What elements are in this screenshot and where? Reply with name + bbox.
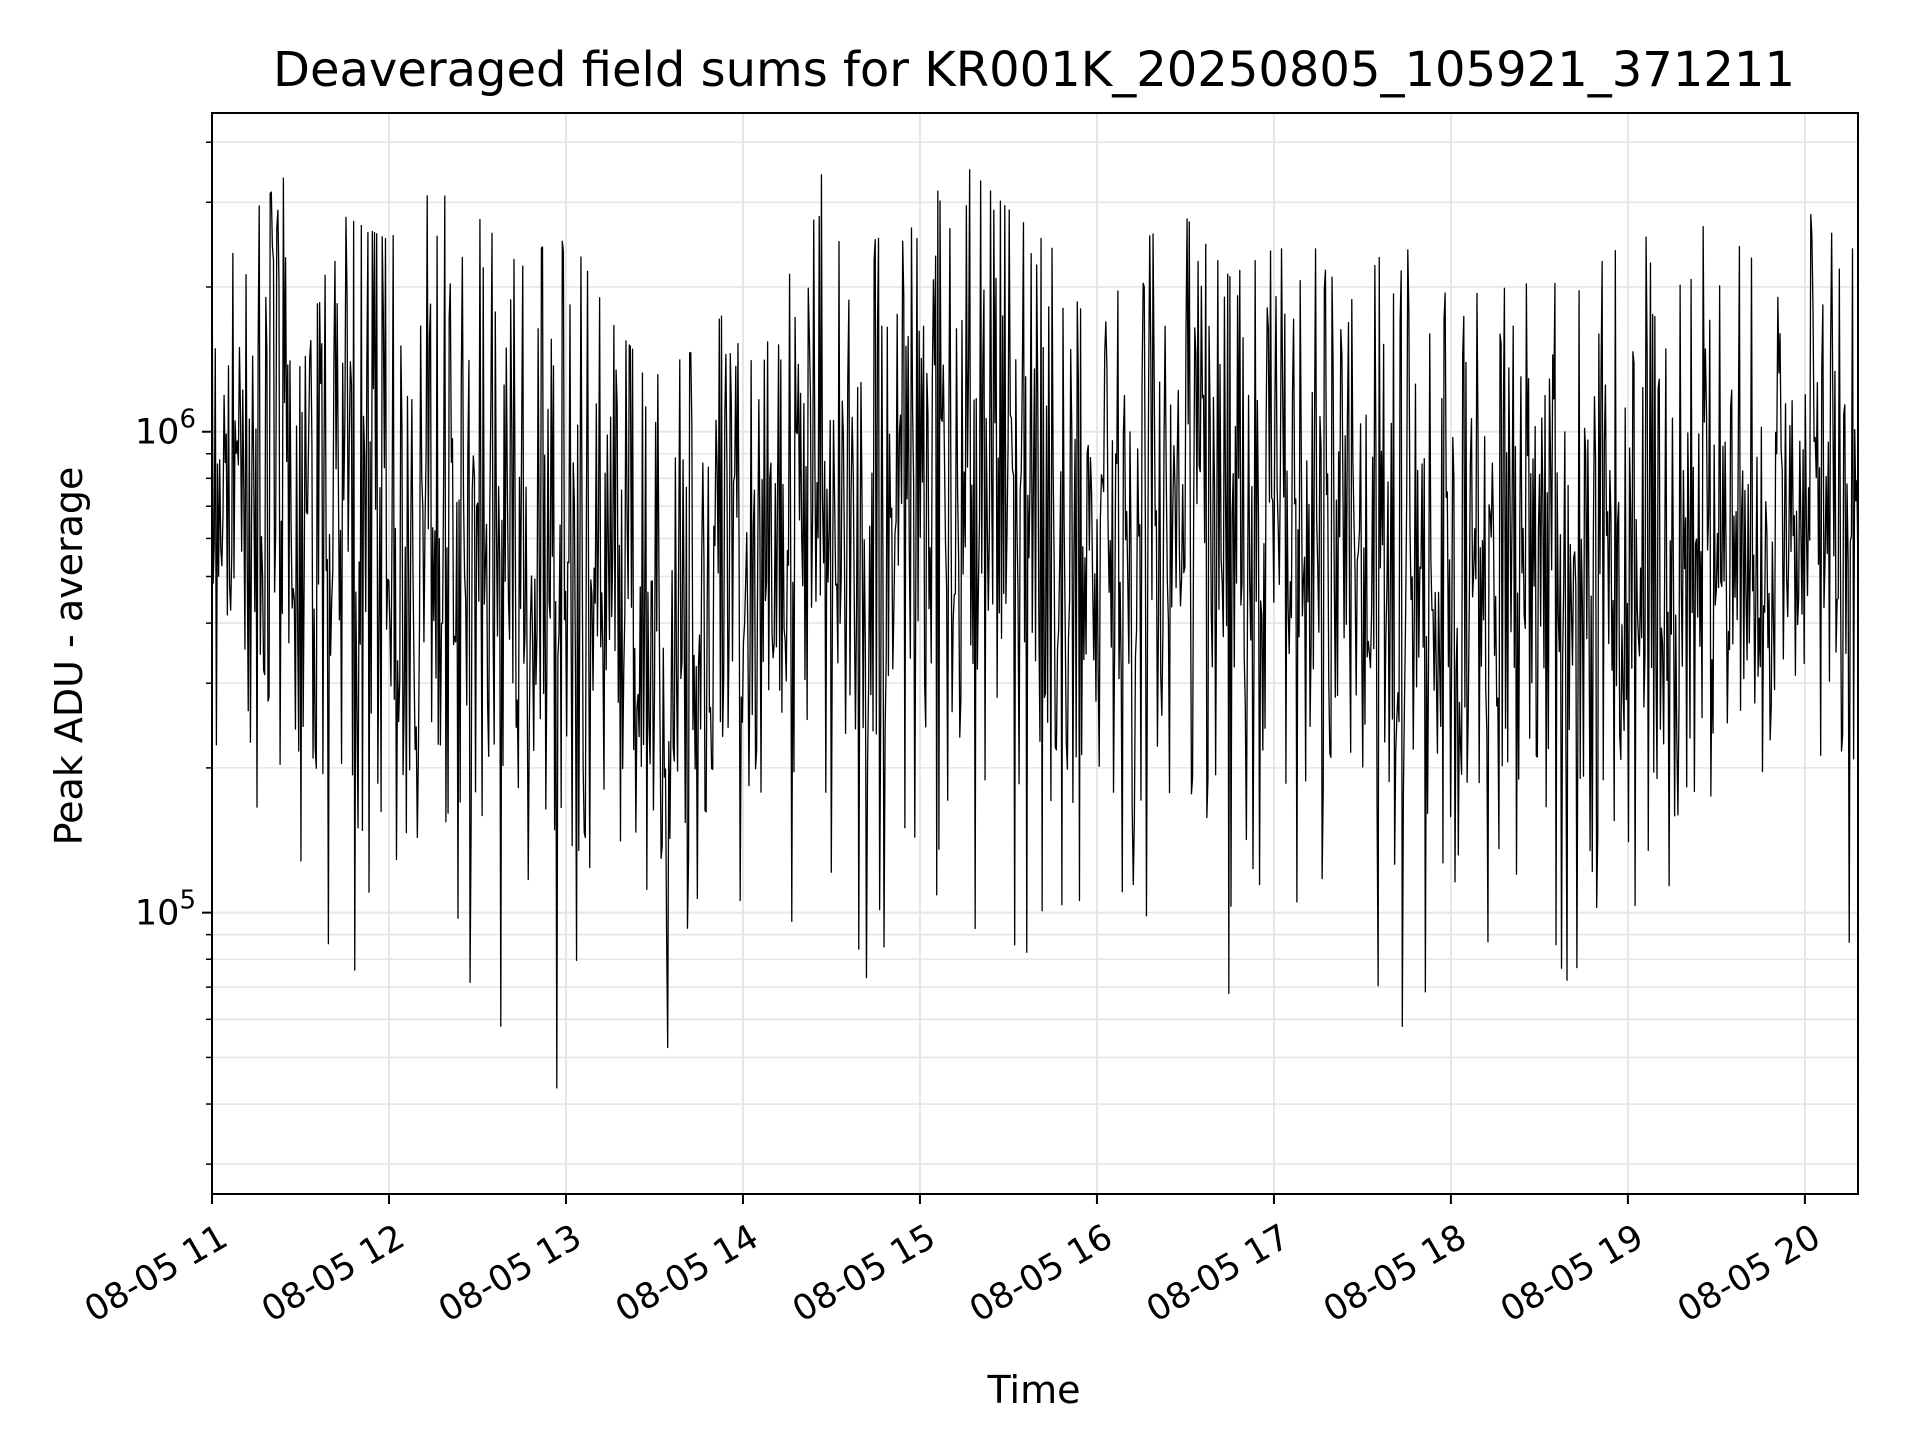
y-tick-label: 105 (135, 886, 196, 934)
y-tick-exponent: 6 (179, 405, 196, 435)
plot-frame (211, 112, 1859, 1195)
y-tick-exponent: 5 (179, 886, 196, 916)
y-tick-base: 10 (135, 413, 180, 453)
chart-title: Deaveraged field sums for KR001K_2025080… (273, 42, 1795, 98)
series (211, 169, 1859, 1089)
x-axis-title: Time (987, 1368, 1081, 1412)
y-tick-base: 10 (135, 894, 180, 934)
y-axis-title: Peak ADU - average (47, 467, 91, 846)
y-tick-label: 106 (135, 405, 196, 453)
series-line (211, 169, 1859, 1089)
